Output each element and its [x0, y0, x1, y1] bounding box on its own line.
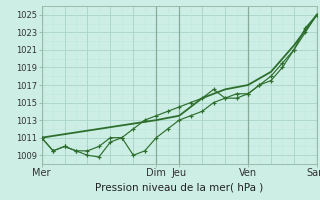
X-axis label: Pression niveau de la mer( hPa ): Pression niveau de la mer( hPa ): [95, 182, 263, 192]
